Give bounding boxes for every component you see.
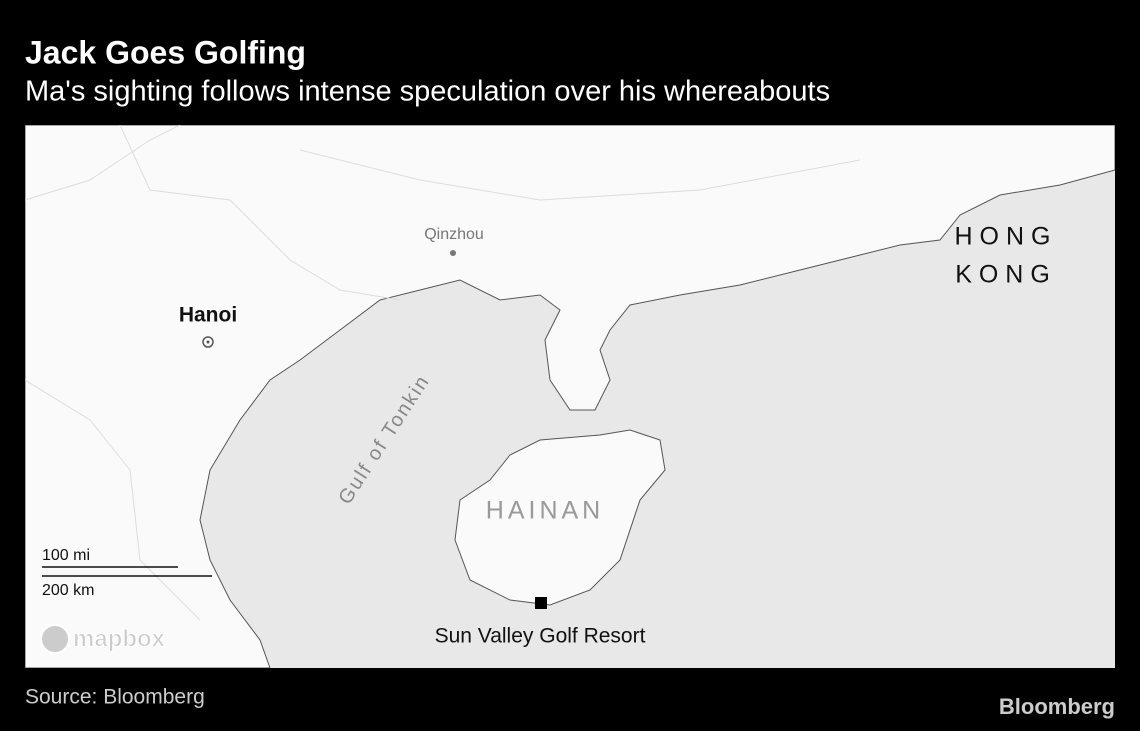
marker-label: Sun Valley Golf Resort: [435, 625, 646, 648]
city-dot: [450, 250, 456, 256]
scale-label: 100 mi: [42, 547, 90, 564]
scale-label: 200 km: [42, 582, 94, 599]
map: Qinzhou Hanoi HONG KONG HAINAN Gulf of T…: [25, 125, 1115, 668]
city-label: Hanoi: [179, 304, 237, 327]
city-label: Qinzhou: [424, 226, 484, 243]
attribution[interactable]: mapbox: [73, 625, 167, 653]
capital-dot: [202, 336, 214, 348]
capital-dot-center: [206, 340, 210, 344]
subtitle: Ma's sighting follows intense speculatio…: [25, 76, 830, 108]
mainland: [25, 125, 1115, 668]
source: Source: Bloomberg: [25, 686, 205, 709]
title: Jack Goes Golfing: [25, 34, 306, 70]
resort-marker: [535, 597, 547, 609]
logo: Bloomberg: [999, 694, 1115, 719]
region-label: KONG: [955, 261, 1057, 289]
region-label: HAINAN: [486, 497, 604, 525]
mapbox-icon: [40, 624, 70, 654]
region-label: HONG: [955, 223, 1058, 251]
borders: [25, 125, 861, 621]
hainan-island: [454, 429, 666, 606]
